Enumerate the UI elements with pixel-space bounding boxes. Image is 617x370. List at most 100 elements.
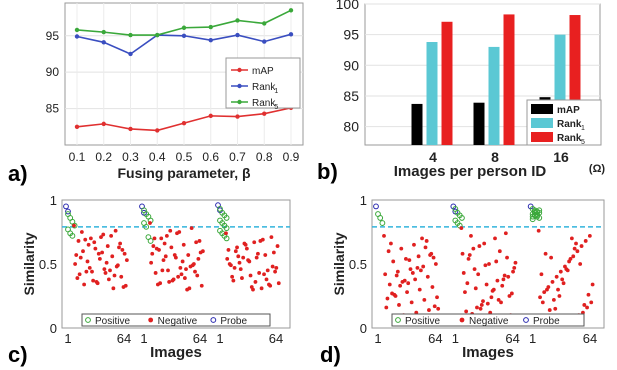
y-tick-label: 90 [46, 65, 60, 79]
negative-point [538, 295, 542, 300]
negative-point [180, 259, 185, 264]
negative-point [582, 303, 587, 307]
negative-point [385, 296, 390, 301]
negative-point [119, 274, 124, 279]
negative-point [181, 242, 186, 247]
negative-point [248, 273, 253, 278]
negative-point [91, 278, 96, 283]
negative-point [124, 258, 129, 263]
negative-point [273, 269, 277, 274]
bar [441, 21, 453, 146]
negative-point [464, 309, 469, 314]
negative-point [557, 294, 562, 298]
negative-point [583, 239, 588, 243]
negative-point [551, 297, 556, 302]
negative-point [425, 274, 430, 279]
negative-point [115, 263, 120, 268]
positive-point [223, 235, 230, 242]
negative-point [159, 236, 164, 241]
negative-point [77, 272, 82, 277]
x-tick-label: 0.9 [283, 150, 300, 164]
negative-point [565, 268, 570, 273]
negative-point [101, 232, 106, 237]
negative-point [384, 305, 389, 310]
bar [411, 103, 423, 145]
x-tick-label: 64 [505, 331, 519, 346]
negative-point [111, 286, 116, 291]
negative-point [274, 265, 279, 270]
negative-point [224, 231, 228, 236]
negative-point [387, 282, 392, 287]
negative-point [96, 251, 101, 256]
negative-point [493, 236, 497, 241]
negative-point [483, 263, 488, 268]
legend-marker-2 [237, 99, 242, 105]
x-tick-label: 64 [428, 331, 442, 346]
negative-point [195, 273, 200, 278]
negative-point [85, 259, 90, 264]
negative-point [193, 269, 197, 274]
negative-point [460, 251, 465, 256]
x-tick-label: 64 [117, 331, 131, 346]
x-tick-label: 0.7 [229, 150, 246, 164]
negative-point [416, 254, 421, 259]
negative-point [560, 277, 565, 282]
negative-point [179, 272, 184, 277]
x-axis-label: Images [150, 344, 202, 361]
negative-point [269, 235, 274, 240]
negative-point [118, 241, 123, 246]
x-tick-label: 0.5 [176, 150, 193, 164]
y-tick-label: 80 [343, 119, 359, 135]
negative-point [164, 233, 169, 238]
series-point [288, 32, 294, 37]
negative-point [435, 295, 439, 300]
legend-label: Rank [557, 119, 582, 130]
negative-point [586, 292, 591, 297]
positive-point [147, 238, 154, 244]
negative-point [501, 277, 506, 282]
negative-point [74, 253, 79, 257]
legend-label: Probe [533, 316, 560, 327]
legend-label: Negative [158, 316, 198, 327]
negative-point [421, 264, 426, 269]
negative-point [275, 244, 280, 248]
negative-point [169, 245, 174, 250]
series-point [288, 8, 294, 13]
negative-point [90, 269, 94, 274]
panel-label: c) [8, 342, 28, 367]
negative-point [571, 254, 576, 259]
negative-point [235, 245, 239, 250]
negative-point [253, 280, 258, 284]
y-tick-label: 0.5 [39, 257, 57, 272]
negative-point [410, 271, 415, 275]
negative-point [258, 239, 263, 243]
legend-label: Rank [557, 133, 582, 144]
x-tick-label: 16 [553, 149, 569, 165]
negative-point [382, 233, 386, 238]
negative-point [112, 273, 117, 278]
negative-point [436, 306, 441, 311]
negative-point [257, 271, 262, 275]
negative-point [254, 255, 259, 260]
x-tick-label: 1 [64, 331, 71, 346]
negative-point [186, 253, 191, 257]
negative-point [473, 286, 478, 291]
negative-point [499, 300, 503, 305]
negative-point [513, 260, 518, 265]
negative-point [262, 272, 266, 277]
negative-point [572, 246, 577, 251]
series-point [74, 27, 80, 33]
series-point [181, 120, 187, 126]
negative-point [590, 282, 595, 287]
negative-point [536, 228, 541, 233]
positive-point [529, 216, 536, 223]
negative-point [494, 259, 499, 264]
negative-point [271, 250, 276, 255]
y-tick-label: 1 [50, 193, 57, 208]
legend-label: Rank [252, 98, 276, 109]
positive-point [459, 215, 465, 221]
negative-point [545, 287, 549, 292]
legend-marker-0 [237, 67, 242, 73]
negative-point [428, 253, 433, 257]
